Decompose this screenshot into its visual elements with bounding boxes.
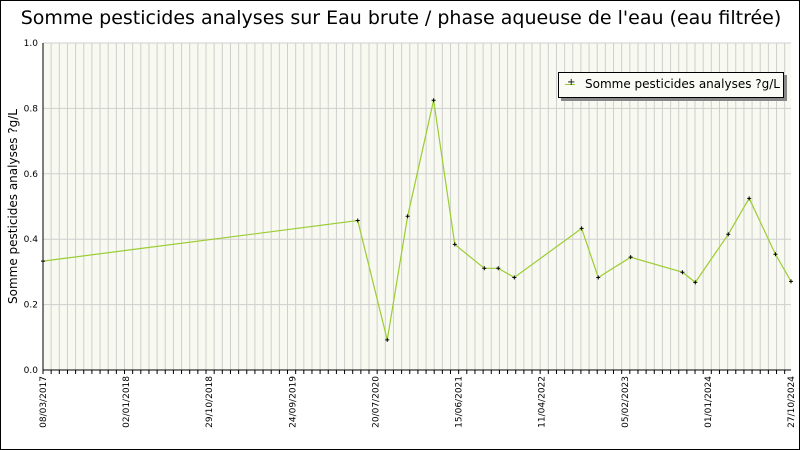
x-tick-label: 24/09/2019 [288,376,298,428]
data-point [512,275,517,280]
data-point [431,98,436,103]
data-point [579,226,584,231]
data-point [385,337,390,342]
data-point [773,252,778,257]
y-tick-label: 1.0 [24,39,39,49]
x-tick-label: 05/02/2023 [621,376,631,428]
x-tick-label: 15/06/2021 [455,376,465,428]
chart-title: Somme pesticides analyses sur Eau brute … [20,7,782,29]
data-point [452,242,457,247]
data-point [680,270,685,275]
x-tick-label: 11/04/2022 [538,376,548,428]
y-tick-label: 0.0 [24,366,39,376]
data-point [496,266,501,271]
data-point [789,279,793,284]
data-point [747,196,752,201]
data-point [482,266,487,271]
x-tick-label: 02/01/2018 [122,376,132,428]
x-tick-label: 01/01/2024 [704,376,714,428]
data-point [726,232,731,237]
legend-line-swatch [565,84,575,85]
y-tick-label: 0.4 [24,235,39,245]
legend: + Somme pesticides analyses ?g/L [558,72,784,98]
data-point [41,259,45,264]
legend-marker-icon: + [567,77,576,88]
y-tick-label: 0.6 [24,170,39,180]
data-point [355,218,360,223]
y-tick-label: 0.8 [24,104,39,114]
data-point [693,280,698,285]
data-point [628,255,633,260]
data-point [405,214,410,219]
series-line [42,100,792,341]
data-point [596,275,601,280]
x-tick-label: 29/10/2018 [205,376,215,428]
x-tick-label: 20/07/2020 [371,376,381,428]
x-tick-label: 08/03/2017 [39,376,49,428]
y-axis-label: Somme pesticides analyses ?g/L [6,109,20,304]
x-tick-label: 27/10/2024 [787,376,797,428]
legend-label: Somme pesticides analyses ?g/L [585,77,780,91]
y-tick-label: 0.2 [24,301,38,311]
